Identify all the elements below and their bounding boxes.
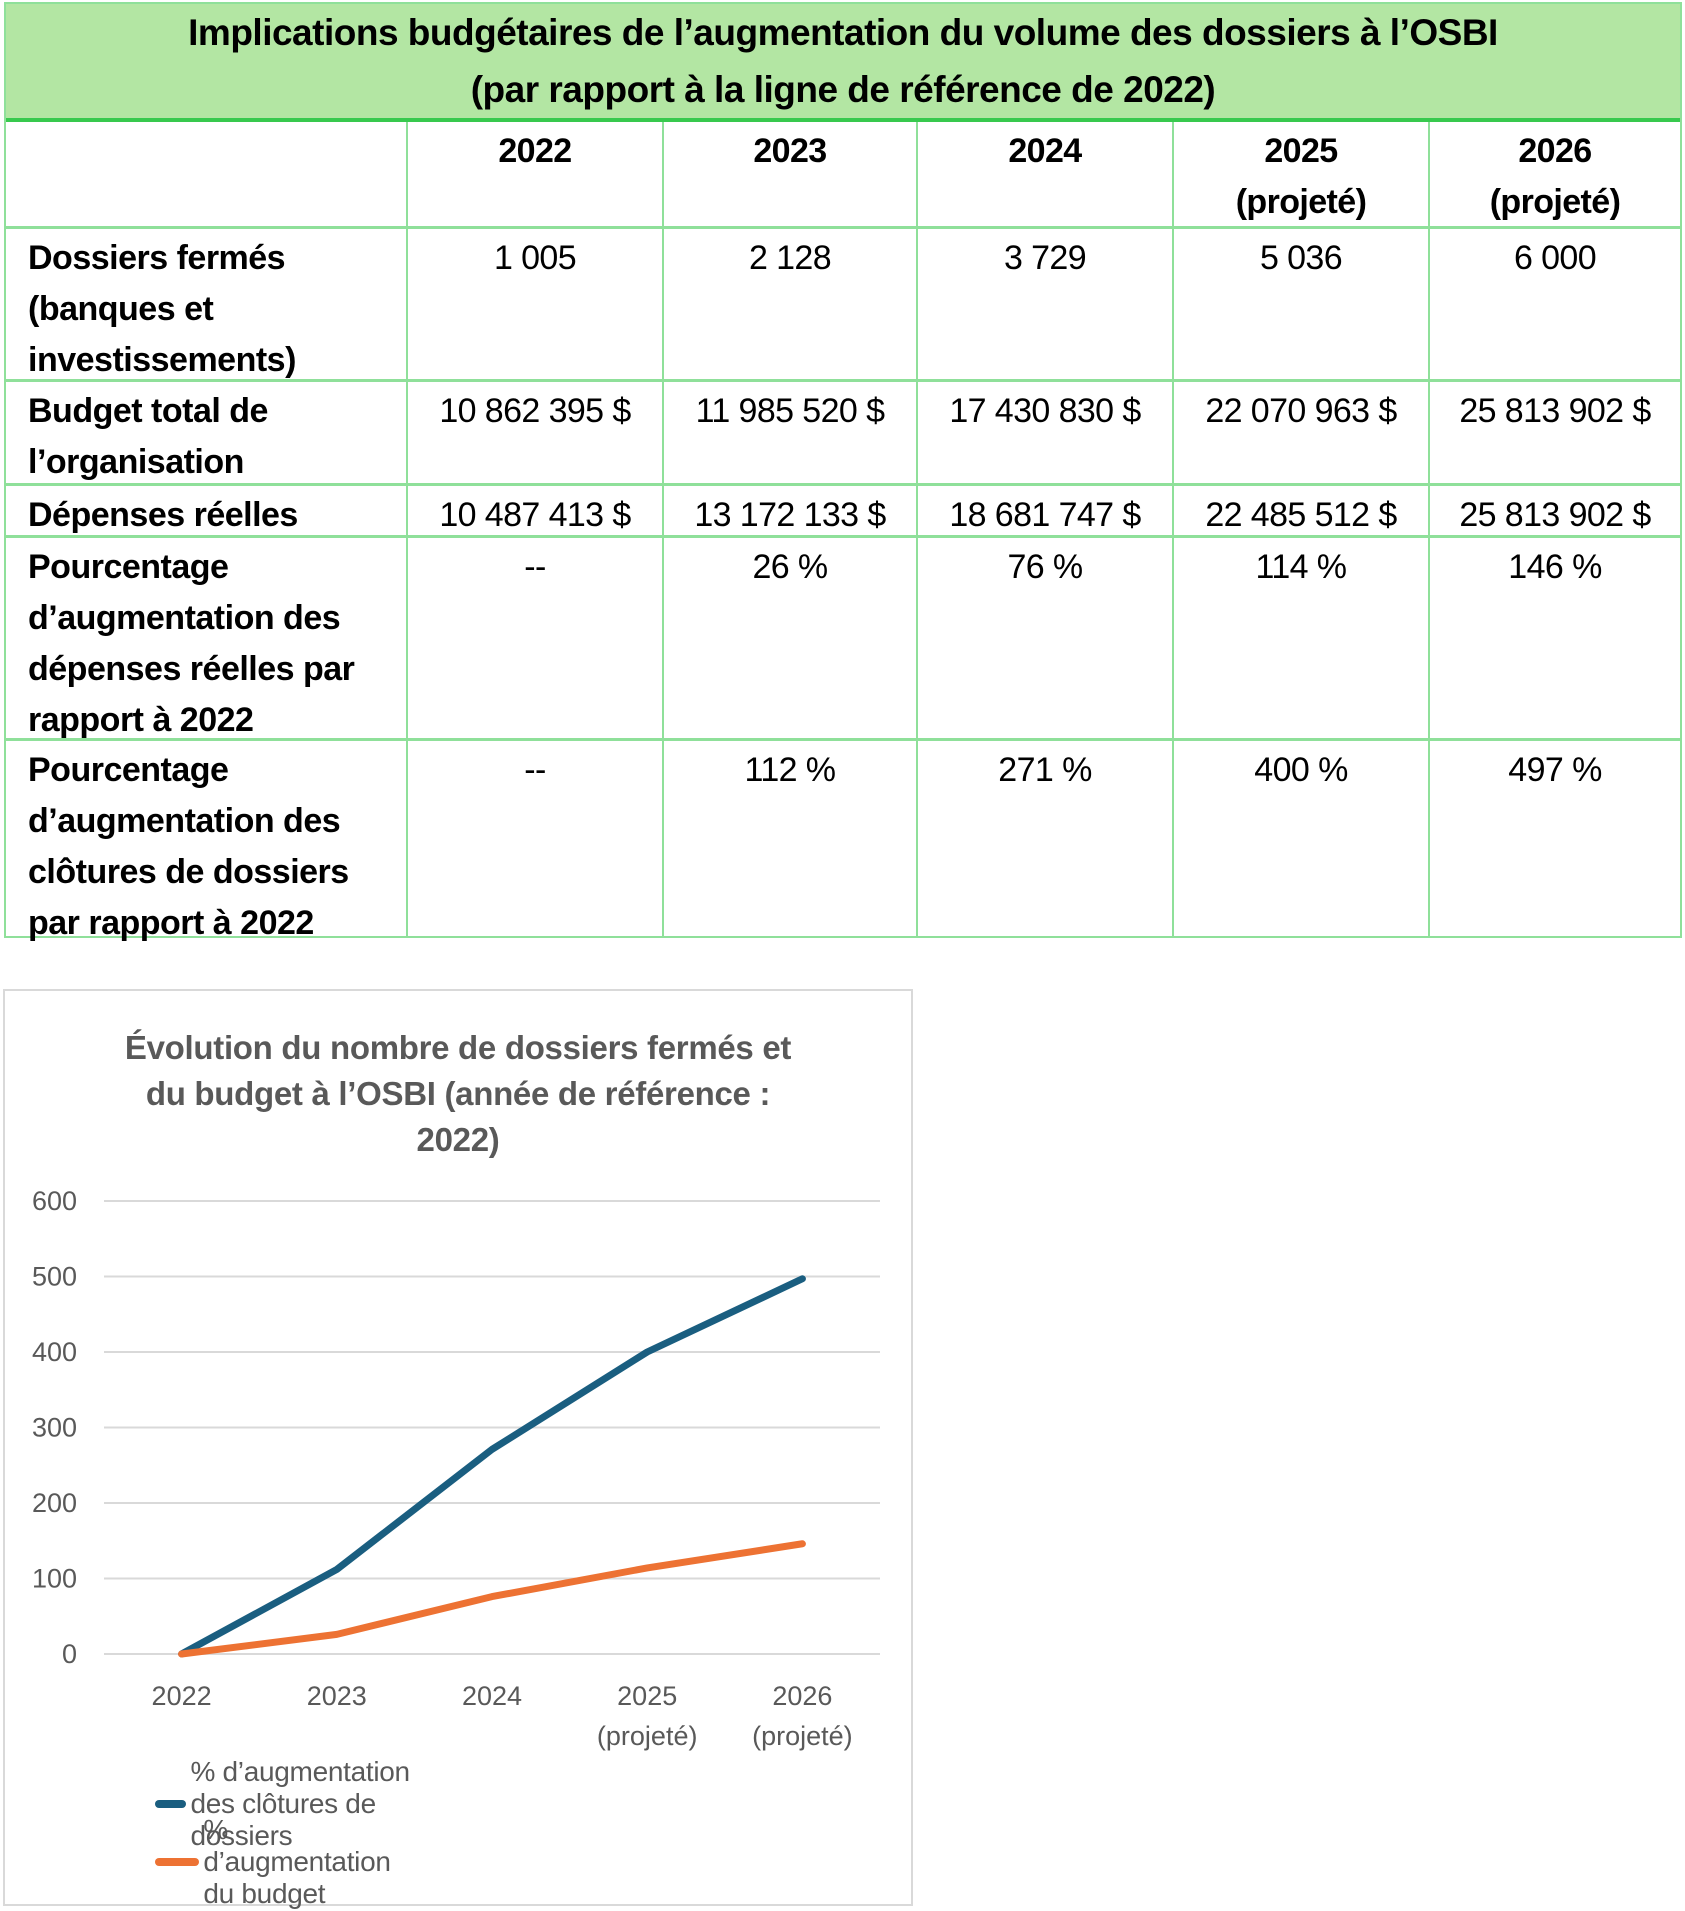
table-row: Budget total de l’organisation 10 862 39… xyxy=(6,382,1680,486)
y-tick-label: 300 xyxy=(32,1413,77,1443)
y-tick-label: 500 xyxy=(32,1262,77,1292)
table-cell: -- xyxy=(406,741,662,938)
x-tick-label: (projeté) xyxy=(597,1721,698,1751)
column-year: 2026 xyxy=(1518,132,1592,170)
budget-table: Implications budgétaires de l’augmentati… xyxy=(4,2,1682,942)
row-label: Dépenses réelles xyxy=(28,496,298,534)
table-header-row: 2022 2023 2024 2025 (projeté) 2026 (proj… xyxy=(6,122,1680,229)
y-tick-label: 100 xyxy=(32,1564,77,1594)
column-year: 2024 xyxy=(1008,132,1082,170)
table-cell: 2 128 xyxy=(662,229,916,379)
table-cell: 22 485 512 $ xyxy=(1172,486,1428,535)
plot-area: 0 100 200 300 400 500 600 2022 2023 2024 2025 (proj… xyxy=(32,1186,880,1751)
table-cell: 5 036 xyxy=(1172,229,1428,379)
legend-item-closures[interactable]: % d’augmentation des clôtures de dossier… xyxy=(155,1756,418,1851)
series-line-budget xyxy=(178,1540,806,1658)
table-cell: 25 813 902 $ xyxy=(1428,486,1680,535)
table-row: Dépenses réelles 10 487 413 $ 13 172 133… xyxy=(6,486,1680,538)
column-header: 2026 (projeté) xyxy=(1428,122,1680,226)
legend-swatch-budget xyxy=(155,1858,200,1866)
table-row: Pourcentage d’augmentation des clôtures … xyxy=(6,741,1680,942)
legend-label: % d’augmentation des clôtures de dossier… xyxy=(190,1756,410,1851)
x-tick-label: 2025 xyxy=(617,1681,677,1711)
y-tick-label: 600 xyxy=(32,1186,77,1216)
header-corner-cell xyxy=(6,122,406,226)
table-cell: 18 681 747 $ xyxy=(916,486,1172,535)
legend-swatch-closures xyxy=(155,1800,187,1808)
table-cell: 6 000 xyxy=(1428,229,1680,379)
table-cell: 271 % xyxy=(916,741,1172,938)
row-label: Pourcentage d’augmentation des clôtures … xyxy=(28,751,349,942)
table-cell: 10 487 413 $ xyxy=(406,486,662,535)
table-cell: 3 729 xyxy=(916,229,1172,379)
x-tick-label: (projeté) xyxy=(752,1721,853,1751)
table-title-line-2: (par rapport à la ligne de référence de … xyxy=(470,69,1216,110)
table-cell: 17 430 830 $ xyxy=(916,382,1172,483)
table-cell: 112 % xyxy=(662,741,916,938)
column-year: 2023 xyxy=(753,132,827,170)
line-chart: Évolution du nombre de dossiers fermés e… xyxy=(3,989,913,1909)
x-tick-label: 2023 xyxy=(307,1681,367,1711)
column-header: 2024 xyxy=(916,122,1172,226)
table-title-line-1: Implications budgétaires de l’augmentati… xyxy=(188,12,1498,53)
table-cell: 25 813 902 $ xyxy=(1428,382,1680,483)
table-row: Pourcentage d’augmentation des dépenses … xyxy=(6,538,1680,741)
chart-title-line-3: 2022) xyxy=(416,1121,500,1158)
table-cell: 114 % xyxy=(1172,538,1428,738)
column-note: (projeté) xyxy=(1235,183,1367,221)
column-header: 2023 xyxy=(662,122,916,226)
table-cell: 76 % xyxy=(916,538,1172,738)
column-year: 2022 xyxy=(498,132,572,170)
table-cell: 22 070 963 $ xyxy=(1172,382,1428,483)
legend-item-budget[interactable]: % d’augmentation du budget xyxy=(155,1814,418,1909)
chart-title: Évolution du nombre de dossiers fermés e… xyxy=(5,1025,911,1163)
legend-label: % d’augmentation du budget xyxy=(203,1814,391,1909)
table-cell: 11 985 520 $ xyxy=(662,382,916,483)
chart-title-line-2: du budget à l’OSBI (année de référence : xyxy=(145,1075,771,1112)
table-cell: 146 % xyxy=(1428,538,1680,738)
table-title: Implications budgétaires de l’augmentati… xyxy=(6,4,1680,122)
table-cell: 10 862 395 $ xyxy=(406,382,662,483)
column-header: 2022 xyxy=(406,122,662,226)
table-cell: 1 005 xyxy=(406,229,662,379)
table-cell: 13 172 133 $ xyxy=(662,486,916,535)
table-cell: -- xyxy=(406,538,662,738)
x-tick-label: 2022 xyxy=(152,1681,212,1711)
chart-title-line-1: Évolution du nombre de dossiers fermés e… xyxy=(124,1029,792,1066)
column-year: 2025 xyxy=(1264,132,1338,170)
row-label: Budget total de l’organisation xyxy=(28,392,268,481)
column-note: (projeté) xyxy=(1489,183,1621,221)
x-tick-label: 2024 xyxy=(462,1681,522,1711)
table-cell: 400 % xyxy=(1172,741,1428,938)
y-tick-label: 0 xyxy=(62,1639,77,1669)
table-cell: 497 % xyxy=(1428,741,1680,938)
table-row: Dossiers fermés (banques et investisseme… xyxy=(6,229,1680,382)
row-label: Dossiers fermés (banques et investisseme… xyxy=(28,239,296,379)
x-tick-label: 2026 xyxy=(772,1681,832,1711)
row-label: Pourcentage d’augmentation des dépenses … xyxy=(28,548,355,739)
y-tick-label: 200 xyxy=(32,1488,77,1518)
table-cell: 26 % xyxy=(662,538,916,738)
column-header: 2025 (projeté) xyxy=(1172,122,1428,226)
y-tick-label: 400 xyxy=(32,1337,77,1367)
